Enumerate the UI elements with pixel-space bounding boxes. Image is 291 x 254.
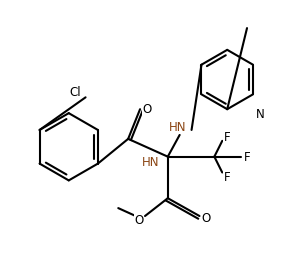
Text: N: N (255, 107, 264, 120)
Text: HN: HN (169, 121, 187, 134)
Text: Cl: Cl (70, 86, 81, 99)
Text: O: O (142, 102, 152, 115)
Text: F: F (224, 131, 230, 144)
Text: O: O (134, 214, 144, 227)
Text: HN: HN (142, 155, 160, 168)
Text: F: F (244, 151, 250, 164)
Text: F: F (224, 170, 230, 183)
Text: O: O (202, 211, 211, 224)
